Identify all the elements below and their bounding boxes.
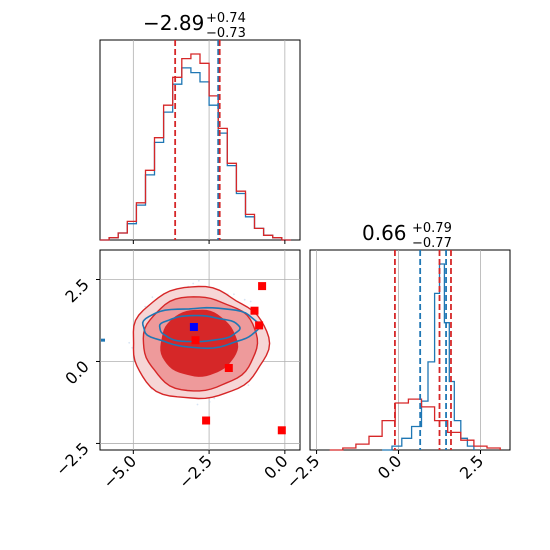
red-point-2 [255,321,264,330]
blue-contour-inner [158,314,241,343]
bottom-right-title-sub: −0.77 [412,236,452,251]
red-point-4 [224,364,233,372]
top-left-title-sub: −0.73 [206,26,246,41]
red-point-6 [277,426,286,435]
density-dot [151,296,154,299]
bottom-right-title: 0.66 +0.79 −0.77 [362,221,452,251]
density-dot [192,282,195,285]
red-point-3 [191,336,200,345]
bottom-left-xtick-label-1: −2.5 [175,451,216,492]
top-left-axes [99,39,301,241]
bottom-left-ytick-label-1: 0.0 [61,357,92,388]
density-dot [233,293,235,296]
red-point-5 [202,416,211,425]
quantile-lines-layer [174,40,452,450]
bottom-right-xtick-label-0: −2.5 [282,451,323,492]
bottom-left-ytick-label-2: 2.5 [61,275,92,306]
density-dot [197,279,200,282]
histogram-layer [100,53,501,451]
bottom-right-xtick-label-2: 2.5 [456,451,487,482]
hist-series-2-1 [329,398,501,451]
density-dot [128,341,131,344]
points-layer [189,282,286,435]
density-dot [144,305,147,308]
top-left-title-sup: +0.74 [206,11,246,26]
blue-contour-outer [141,306,261,350]
density-dot [196,403,199,406]
top-left-title-main: −2.89 [143,11,204,35]
blue-point [189,323,198,331]
hist-series-0-1 [100,53,291,241]
bottom-right-axes [309,249,511,451]
density-dot [131,346,134,349]
density-dot [213,397,216,400]
density-dot [208,401,211,403]
density-dot [243,298,246,301]
density-dot [249,300,252,303]
red-point-1 [250,306,259,315]
density-dot [247,384,250,386]
bottom-right-title-sup: +0.79 [412,221,452,236]
bottom-right-xtick-label-1: 0.0 [374,451,405,482]
bottom-left-ytick-label-0: −2.5 [52,439,93,480]
bottom-left-xtick-label-0: −5.0 [99,451,140,492]
top-left-title: −2.89 +0.74 −0.73 [143,11,246,41]
red-point-0 [258,282,267,291]
bottom-right-title-main: 0.66 [362,221,407,245]
